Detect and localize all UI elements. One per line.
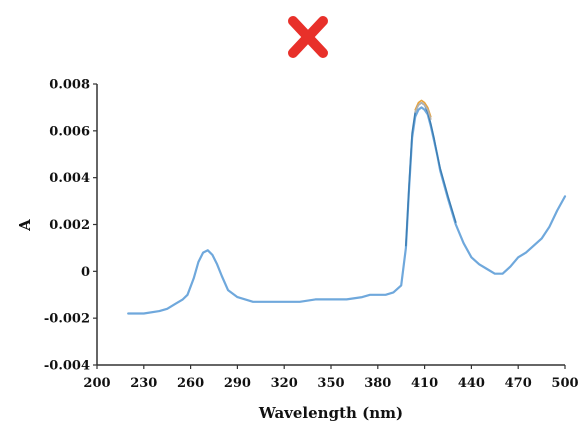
x-tick-label: 320 (271, 376, 298, 391)
series-line-1 (127, 106, 567, 315)
x-tick-label: 380 (364, 376, 391, 391)
x-tick-label: 230 (130, 376, 157, 391)
y-ticks: -0.004 -0.002 0 0.002 0.004 0.006 0.008 (44, 78, 97, 374)
y-tick-label: 0 (81, 265, 90, 280)
y-tick-label: -0.002 (44, 312, 90, 327)
series-group (127, 99, 567, 315)
x-tick-label: 290 (224, 376, 251, 391)
y-tick-label: 0.006 (49, 124, 90, 139)
x-tick-label: 350 (317, 376, 344, 391)
x-ticks: 200 230 260 290 320 350 380 410 440 470 500 (83, 365, 579, 391)
series-line-4 (414, 101, 432, 120)
red-x-icon (288, 16, 328, 58)
y-tick-label: 0.004 (49, 171, 90, 186)
y-tick-label: 0.008 (49, 78, 90, 93)
x-tick-label: 470 (505, 376, 532, 391)
x-tick-label: 500 (551, 376, 578, 391)
x-tick-label: 410 (411, 376, 438, 391)
x-tick-label: 260 (177, 376, 204, 391)
y-axis-title: A (16, 219, 34, 232)
y-tick-label: 0.002 (49, 218, 90, 233)
y-tick-label: -0.004 (44, 359, 90, 374)
x-tick-label: 200 (83, 376, 110, 391)
x-tick-label: 440 (458, 376, 485, 391)
series-line-3 (414, 99, 432, 118)
x-axis-title: Wavelength (nm) (258, 404, 403, 422)
series-line-2 (405, 101, 457, 247)
